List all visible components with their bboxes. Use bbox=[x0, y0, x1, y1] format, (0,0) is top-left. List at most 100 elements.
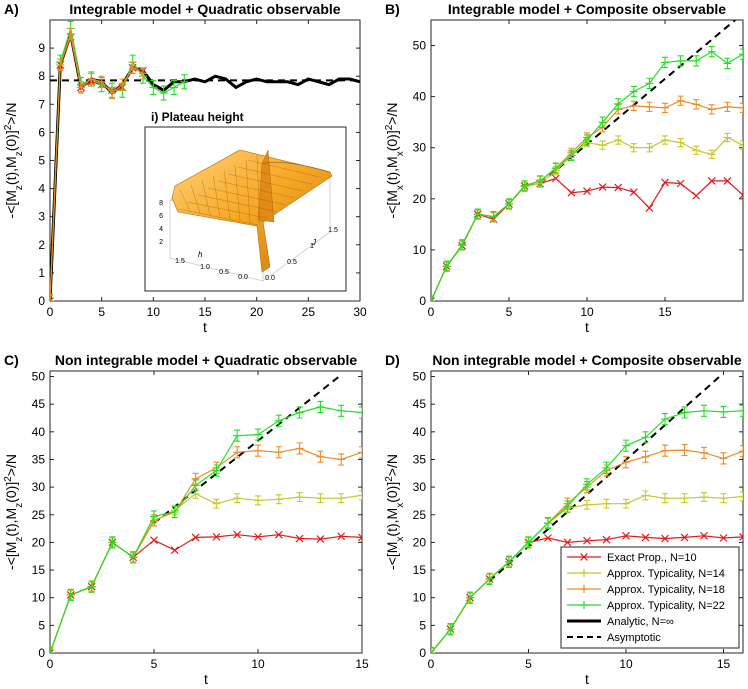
inset-j-tick: 0.0 bbox=[265, 275, 275, 282]
panel-label: A) bbox=[4, 1, 19, 17]
inset-plateau-height: i) Plateau height 2 4 6 8 0.0 0.5 1.0 1.5 0.0 0.5 1… bbox=[144, 110, 347, 292]
data-point-error-bar bbox=[583, 478, 591, 491]
x-tick-label: 15 bbox=[717, 657, 731, 671]
data-point-error-bar bbox=[661, 493, 669, 504]
x-axis-label: t bbox=[203, 319, 207, 335]
data-point-error-bar bbox=[458, 239, 467, 251]
data-point-error-bar bbox=[274, 414, 283, 427]
series-approx-typicality-n-22 bbox=[431, 46, 743, 301]
y-axis-label-text: -<[Mx(t),Mx(0)]2>/N bbox=[384, 103, 406, 219]
data-point-x-marker bbox=[692, 191, 701, 200]
y-tick-label: 10 bbox=[413, 591, 427, 605]
inset-mesh-line bbox=[212, 174, 221, 218]
data-point-error-bar bbox=[446, 623, 455, 636]
legend-label: Asymptotic bbox=[607, 632, 661, 644]
data-point-x-marker bbox=[700, 531, 708, 540]
panel-label: D) bbox=[385, 352, 400, 368]
x-tick-label: 5 bbox=[506, 305, 513, 319]
data-point-x-marker bbox=[212, 532, 221, 541]
data-point-error-bar bbox=[700, 404, 708, 417]
y-tick-label: 35 bbox=[413, 452, 427, 466]
y-axis-label: -<[Mz(t),Mz(0)]2>/N bbox=[3, 103, 25, 219]
legend-marker bbox=[580, 601, 588, 609]
x-tick-label: 10 bbox=[251, 657, 265, 671]
data-point-error-bar bbox=[466, 591, 474, 604]
inset-j-tick: 1 bbox=[310, 243, 314, 250]
y-tick-label: 0 bbox=[419, 646, 426, 660]
y-tick-label: 25 bbox=[413, 508, 427, 522]
data-point-error-bar bbox=[159, 85, 168, 101]
y-tick-label: 25 bbox=[32, 508, 46, 522]
data-point-error-bar bbox=[707, 149, 716, 160]
data-point-error-bar bbox=[337, 404, 346, 417]
series-layer bbox=[50, 20, 360, 301]
y-tick-label: 50 bbox=[413, 370, 427, 384]
data-point-x-marker bbox=[233, 530, 242, 539]
data-point-error-bar bbox=[505, 198, 513, 210]
data-point-error-bar bbox=[337, 453, 346, 466]
inset-mesh-line bbox=[227, 173, 304, 192]
data-point-error-bar bbox=[118, 78, 127, 91]
inset-j-tick: 0.5 bbox=[287, 259, 297, 266]
legend-label: Approx. Typicality, N=22 bbox=[607, 600, 725, 612]
data-point-x-marker bbox=[191, 533, 200, 542]
data-point-x-marker bbox=[567, 188, 576, 197]
inset-mesh-line bbox=[237, 166, 313, 185]
data-point-error-bar bbox=[614, 98, 623, 110]
legend-box bbox=[560, 546, 740, 649]
y-tick-label: 30 bbox=[413, 480, 427, 494]
legend-entry: Approx. Typicality, N=18 bbox=[567, 584, 725, 596]
panel-C: 0 5 10 15 0 5 10 15 20 25 30 35 40 45 50 C) Non integrab… bbox=[3, 352, 369, 687]
y-tick-label: 45 bbox=[413, 397, 427, 411]
data-point-error-bar bbox=[661, 135, 669, 145]
legend-label: Approx. Typicality, N=14 bbox=[607, 568, 725, 580]
y-tick-label: 9 bbox=[38, 41, 45, 55]
data-point-error-bar bbox=[180, 74, 189, 90]
data-point-error-bar bbox=[170, 505, 179, 519]
data-point-error-bar bbox=[583, 134, 591, 146]
x-tick-label: 10 bbox=[619, 657, 633, 671]
data-point-error-bar bbox=[274, 494, 283, 505]
data-point-error-bar bbox=[719, 405, 728, 418]
y-tick-label: 10 bbox=[413, 243, 427, 257]
inset-h-tick: 0.5 bbox=[219, 269, 229, 276]
inset-mesh-line bbox=[217, 180, 295, 198]
y-axis-label: -<[Mx(t),Mx(0)]2>/N bbox=[384, 103, 406, 219]
y-tick-label: 7 bbox=[38, 97, 45, 111]
inset-h-label: h bbox=[198, 250, 203, 259]
chart-title: Non integrable model + Composite observa… bbox=[432, 352, 741, 368]
data-point-error-bar bbox=[676, 137, 685, 148]
inset-j-label: J bbox=[311, 238, 317, 247]
inset-z-tick: 4 bbox=[159, 226, 163, 233]
data-point-error-bar bbox=[723, 132, 732, 143]
panel-B: 0 5 10 15 0 10 20 30 40 50 B) Integrable model + Co… bbox=[384, 1, 744, 335]
data-point-error-bar bbox=[295, 406, 304, 419]
legend-entry: Approx. Typicality, N=22 bbox=[567, 600, 725, 612]
asymptotic-line bbox=[539, 20, 736, 185]
y-tick-label: 40 bbox=[32, 425, 46, 439]
data-point-error-bar bbox=[489, 211, 498, 223]
data-point-x-marker bbox=[358, 533, 362, 542]
data-point-error-bar bbox=[295, 442, 304, 455]
inset-j-tick: 1.5 bbox=[328, 227, 338, 234]
data-point-error-bar bbox=[505, 555, 513, 568]
series-line bbox=[50, 31, 144, 301]
data-point-error-bar bbox=[520, 180, 529, 192]
data-point-x-marker bbox=[50, 649, 54, 653]
y-tick-label: 20 bbox=[413, 192, 427, 206]
data-point-x-marker bbox=[719, 534, 728, 542]
data-point-error-bar bbox=[254, 444, 262, 457]
data-point-x-marker bbox=[563, 538, 572, 547]
data-point-error-bar bbox=[233, 446, 242, 459]
data-point-error-bar bbox=[191, 479, 200, 492]
data-point-error-bar bbox=[128, 61, 137, 74]
data-point-x-marker bbox=[645, 204, 654, 212]
data-point-error-bar bbox=[551, 162, 560, 174]
y-tick-label: 15 bbox=[413, 563, 427, 577]
data-point-error-bar bbox=[676, 55, 685, 67]
data-point-error-bar bbox=[723, 101, 732, 113]
y-tick-label: 20 bbox=[413, 535, 427, 549]
legend-entry: Analytic, N=∞ bbox=[567, 616, 674, 628]
y-tick-label: 30 bbox=[32, 480, 46, 494]
data-point-error-bar bbox=[254, 428, 262, 441]
